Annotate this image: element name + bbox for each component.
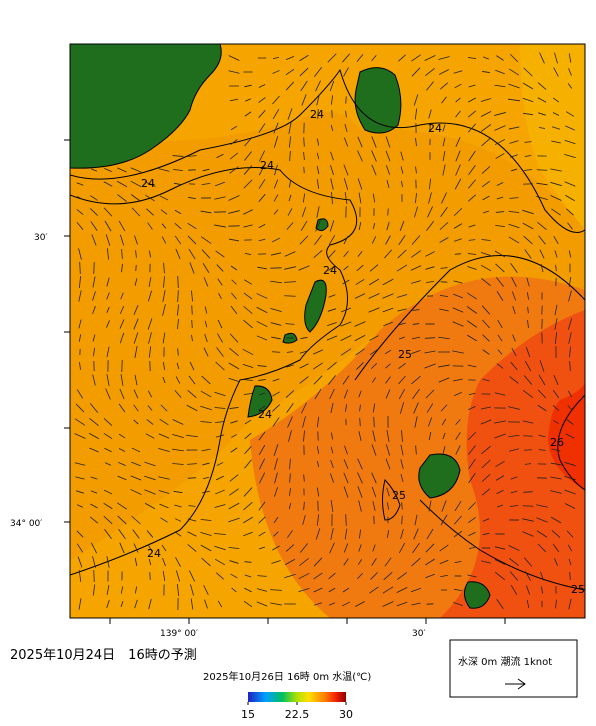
lat-label: 34° 00′	[10, 519, 42, 529]
current-arrow	[524, 450, 532, 451]
lon-label: 139° 00′	[160, 629, 198, 639]
current-arrow	[178, 276, 179, 288]
contour-label: 24	[258, 408, 272, 421]
colorbar-tick-label: 22.5	[285, 708, 310, 721]
lon-label: 30′	[412, 629, 426, 639]
contour-label: 24	[147, 547, 161, 560]
lat-label: 30′	[34, 233, 48, 243]
legend-text: 水深 0m 潮流 1knot	[458, 655, 552, 668]
colorbar-title: 2025年10月26日 16時 0m 水温(℃)	[203, 670, 371, 683]
current-arrow	[94, 570, 95, 582]
current-arrow	[192, 320, 193, 328]
contour-label: 26	[550, 436, 564, 449]
current-arrow	[374, 516, 375, 524]
current-arrow	[272, 352, 280, 353]
forecast-title: 2025年10月24日 16時の予測	[10, 648, 197, 663]
contour-label: 25	[392, 489, 406, 502]
colorbar-tick-label: 15	[241, 708, 255, 721]
contour-label: 24	[260, 159, 274, 172]
colorbar-ticks: 15 22.5 30	[241, 702, 353, 721]
contour-label: 25	[571, 583, 585, 596]
map-area	[70, 44, 585, 618]
current-arrow	[318, 501, 319, 511]
legend-box	[450, 640, 577, 697]
colorbar	[248, 692, 346, 702]
current-arrow	[388, 208, 389, 215]
contour-label: 24	[323, 264, 337, 277]
contour-label: 24	[428, 122, 442, 135]
contour-label: 24	[141, 177, 155, 190]
contour-label: 25	[398, 348, 412, 361]
current-arrow	[136, 265, 137, 271]
colorbar-tick-label: 30	[339, 708, 353, 721]
contour-label: 24	[310, 108, 324, 121]
